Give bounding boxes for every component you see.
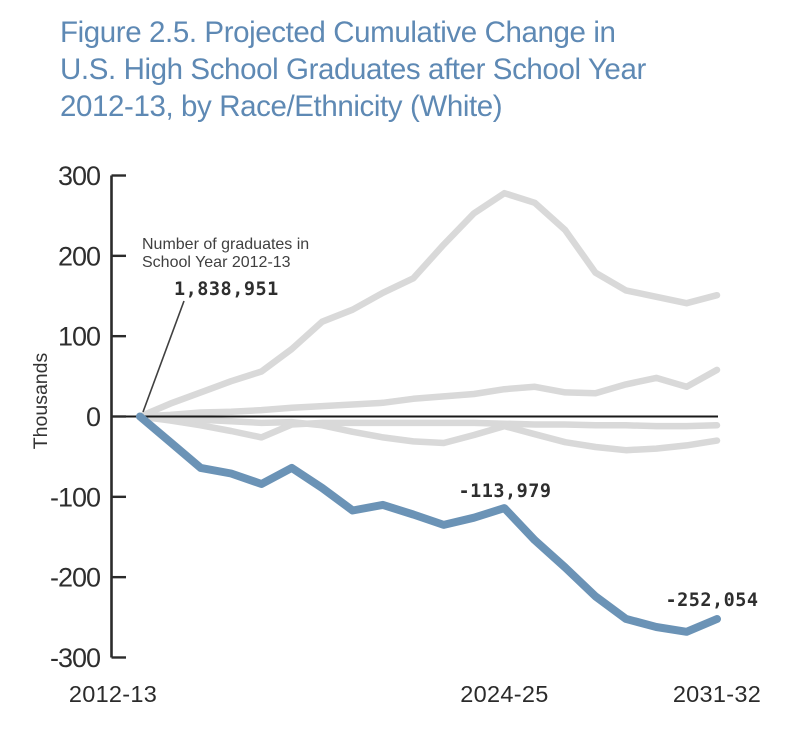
- y-tick-label: 100: [58, 322, 100, 352]
- series-white-line: [136, 412, 721, 636]
- y-axis-title: Thousands: [30, 353, 52, 450]
- figure-title-line-2: U.S. High School Graduates after School …: [60, 53, 646, 86]
- x-tick-label-2012-13: 2012-13: [69, 681, 157, 707]
- figure-title: Figure 2.5. Projected Cumulative Change …: [60, 14, 720, 125]
- series-context-line-1-line: [136, 189, 721, 420]
- y-tick-labels: 300 200 100 0 -100 -200 -300: [50, 161, 101, 673]
- series-context-line-4-line: [136, 413, 721, 454]
- callout-value: 1,838,951: [174, 279, 279, 300]
- y-tick-label: 300: [58, 161, 100, 191]
- y-tick-label: 0: [86, 402, 100, 432]
- y-tick-label: -100: [50, 482, 100, 512]
- point-label-2024-25: -113,979: [458, 481, 551, 502]
- x-tick-label-2024-25: 2024-25: [460, 681, 548, 707]
- point-label-2031-32: -252,054: [665, 590, 758, 611]
- chart-series: [136, 189, 721, 454]
- y-tick-label: -200: [50, 563, 100, 593]
- x-tick-label-2031-32: 2031-32: [673, 681, 761, 707]
- figure-title-line-3: 2012-13, by Race/Ethnicity (White): [60, 90, 503, 123]
- callout-text-line-2: School Year 2012-13: [142, 254, 291, 271]
- series-context-line-3-line: [136, 413, 721, 441]
- x-tick-labels: 2012-13 2024-25 2031-32: [69, 681, 761, 707]
- callout-leader-line: [142, 300, 185, 413]
- figure-title-line-1: Figure 2.5. Projected Cumulative Change …: [60, 16, 616, 49]
- y-tick-label: -300: [50, 643, 100, 673]
- y-tick-label: 200: [58, 241, 100, 271]
- highlight-series: [136, 412, 721, 636]
- y-axis: [110, 174, 126, 659]
- callout-text-line-1: Number of graduates in: [142, 236, 309, 253]
- series-context-line-2-line: [136, 366, 721, 420]
